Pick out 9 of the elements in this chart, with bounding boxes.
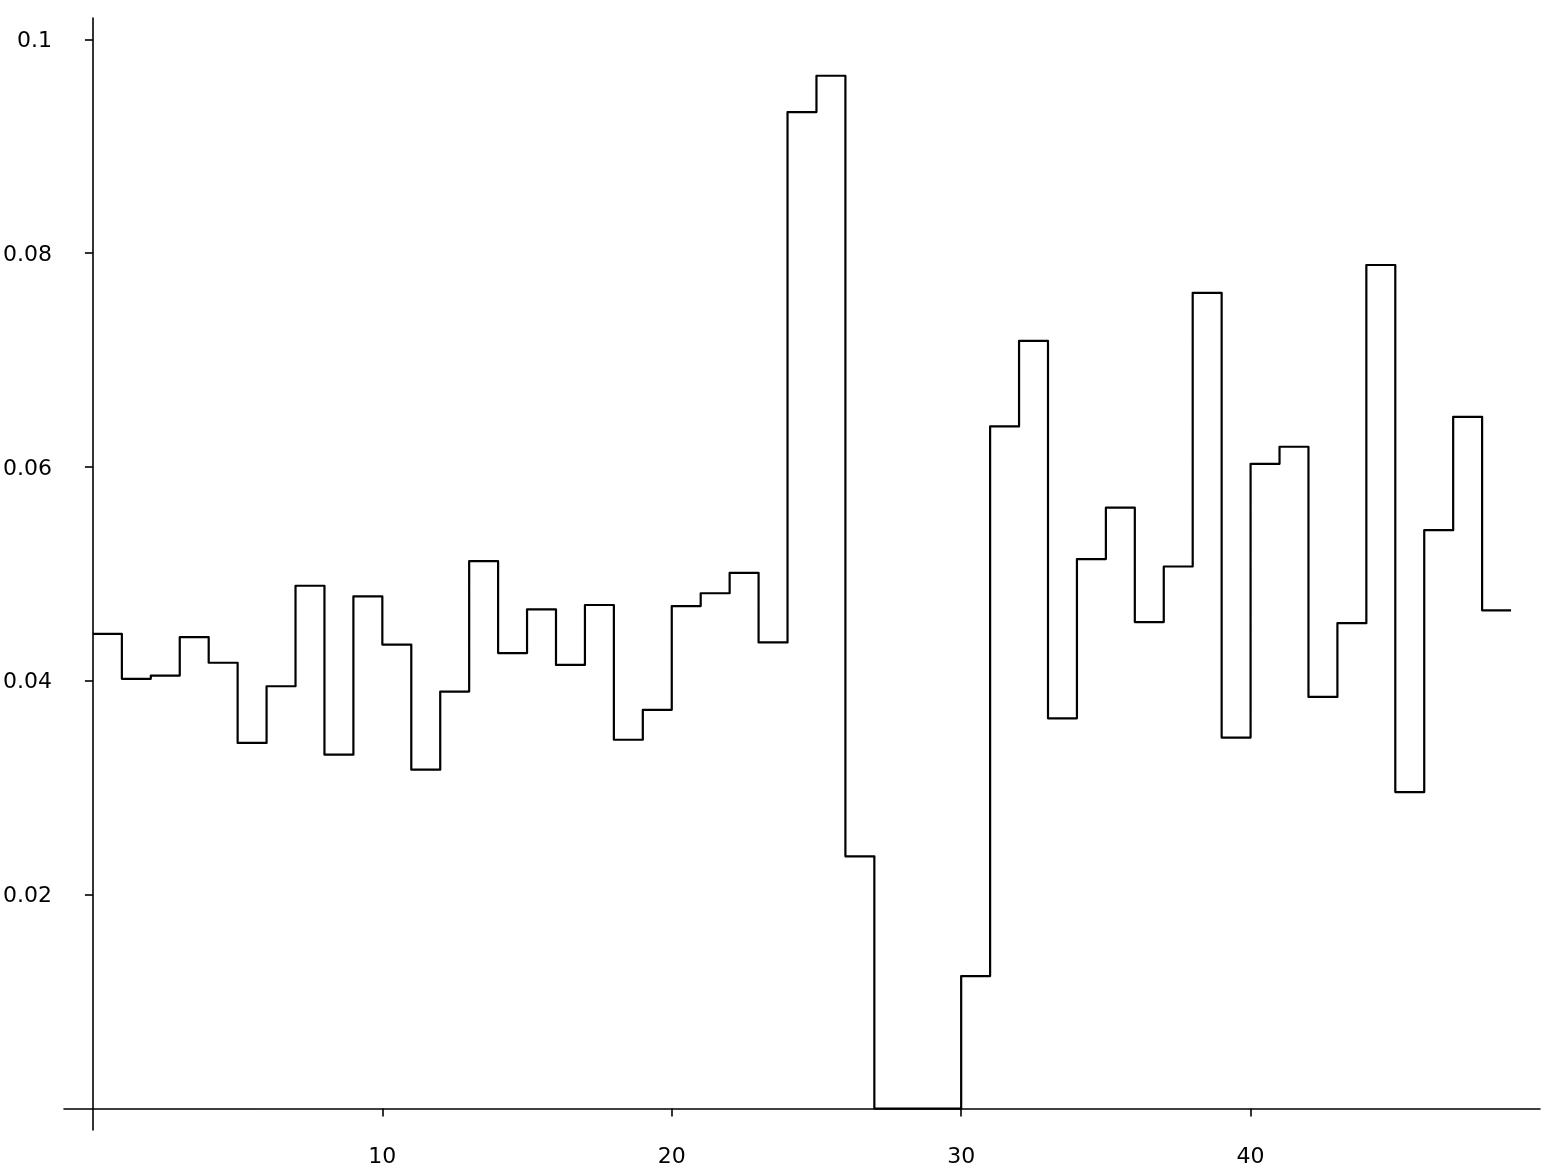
x-tick-label: 10	[368, 1142, 397, 1166]
x-tick-label: 40	[1236, 1142, 1265, 1166]
x-tick-label: 20	[657, 1142, 686, 1166]
y-tick-label: 0.06	[3, 454, 52, 480]
y-tick-label: 0.08	[3, 240, 52, 266]
y-tick-label: 0.02	[3, 882, 52, 908]
x-tick-label: 30	[947, 1142, 976, 1166]
y-tick-label: 0.04	[3, 668, 52, 694]
y-tick-label: 0.1	[16, 26, 52, 52]
